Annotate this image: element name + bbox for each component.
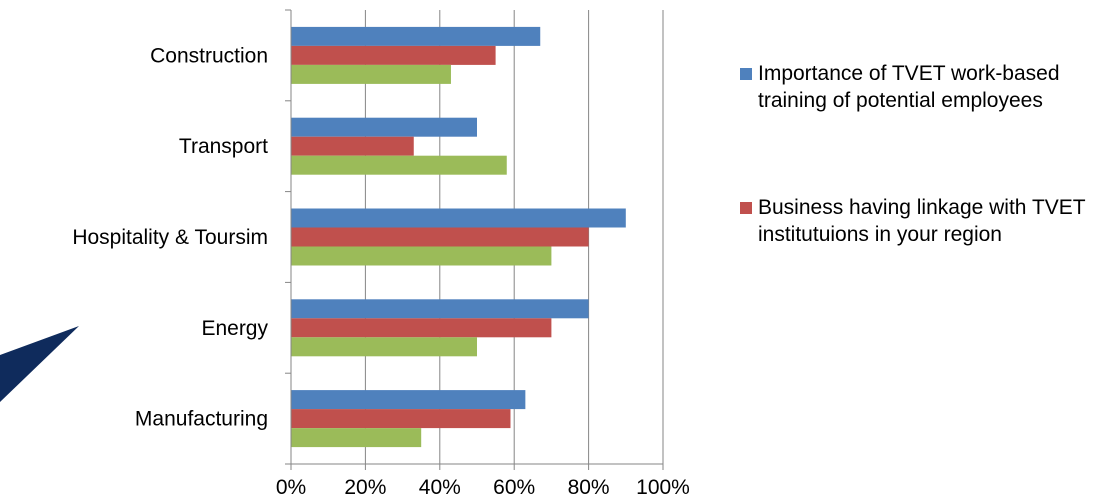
bar [291,337,477,357]
category-label: Manufacturing [135,408,268,431]
category-label: Transport [179,135,268,158]
decorative-navy-triangle [0,326,79,402]
x-tick-label: 60% [493,476,535,499]
bar [291,136,414,156]
bar [291,45,496,65]
x-tick-label: 20% [344,476,386,499]
bar [291,246,552,266]
bar [291,428,422,448]
x-tick-label: 80% [568,476,610,499]
x-tick-label: 100% [636,476,690,499]
legend-item-linkage: Business having linkage with TVET instit… [740,194,1100,248]
bar [291,155,507,175]
x-tick-label: 40% [419,476,461,499]
legend-label: Importance of TVET work-based training o… [758,62,1060,112]
legend: Importance of TVET work-based training o… [740,60,1100,248]
bars [291,26,626,448]
axis-labels: 0% 20% 40% 60% 80% 100% Construction Transport H… [72,44,690,499]
category-label: Construction [150,44,268,67]
legend-swatch [740,68,752,80]
bar [291,409,511,429]
category-label: Energy [201,317,268,340]
bar [291,208,626,228]
bar [291,26,541,46]
bar [291,318,552,338]
bar [291,64,451,84]
legend-swatch [740,202,752,214]
bar [291,299,589,319]
bar [291,227,589,247]
legend-label: Business having linkage with TVET instit… [758,196,1086,246]
axes [285,9,664,470]
bar [291,390,526,410]
x-tick-label: 0% [276,476,306,499]
legend-item-importance: Importance of TVET work-based training o… [740,60,1100,114]
bar [291,117,477,137]
category-label: Hospitality & Toursim [72,226,268,249]
